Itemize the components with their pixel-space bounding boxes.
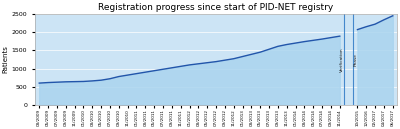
Text: Phase: Phase bbox=[354, 53, 358, 66]
Y-axis label: Patients: Patients bbox=[3, 46, 9, 73]
Text: Verification: Verification bbox=[340, 47, 344, 72]
Title: Registration progress since start of PID-NET registry: Registration progress since start of PID… bbox=[98, 3, 334, 12]
